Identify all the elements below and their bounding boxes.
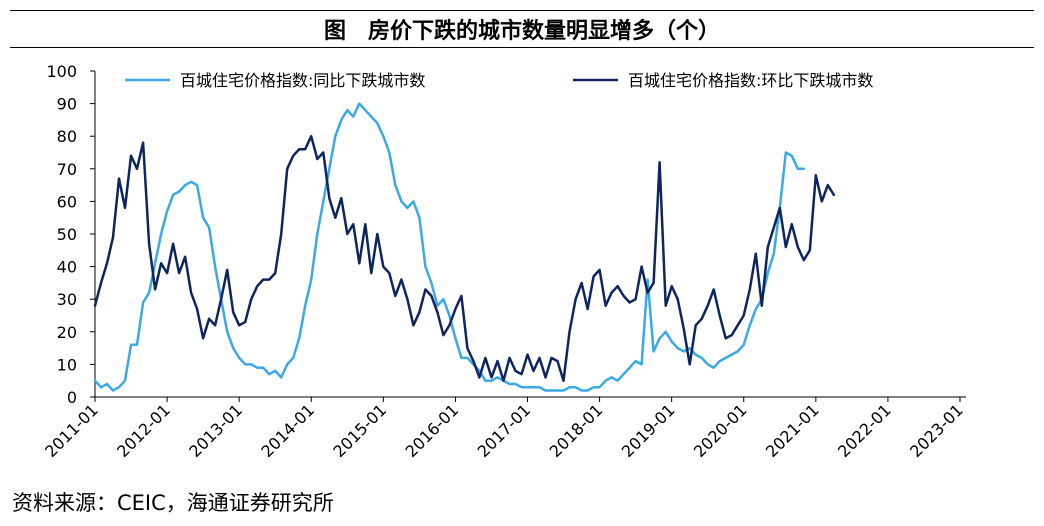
x-tick-label: 2021-01 (762, 400, 823, 461)
series-line-1 (93, 102, 806, 392)
y-tick-label: 90 (57, 95, 77, 114)
y-tick-label: 0 (67, 388, 77, 407)
x-tick-label: 2013-01 (185, 400, 246, 461)
y-tick-label: 30 (57, 290, 77, 309)
x-tick-label: 2017-01 (474, 400, 535, 461)
y-tick-label: 50 (57, 225, 77, 244)
x-tick-label: 2014-01 (257, 400, 318, 461)
x-tick-label: 2022-01 (834, 400, 895, 461)
y-tick-label: 10 (57, 355, 77, 374)
y-tick-label: 60 (57, 192, 77, 211)
x-tick-label: 2018-01 (546, 400, 607, 461)
x-tick-label: 2012-01 (113, 400, 174, 461)
chart-title-bar: 图 房价下跌的城市数量明显增多（个） (10, 10, 1034, 48)
x-tick-label: 2020-01 (690, 400, 751, 461)
x-tick-label: 2015-01 (329, 400, 390, 461)
legend-label-1: 百城住宅价格指数:同比下跌城市数 (180, 71, 425, 90)
y-tick-label: 80 (57, 127, 77, 146)
series-lines (93, 102, 836, 392)
y-tick-label: 70 (57, 160, 77, 179)
series-line-2 (93, 134, 836, 382)
legend: 百城住宅价格指数:同比下跌城市数 百城住宅价格指数:环比下跌城市数 (125, 71, 873, 90)
y-tick-label: 40 (57, 258, 77, 277)
x-tick-label: 2016-01 (402, 400, 463, 461)
x-tick-label: 2023-01 (906, 400, 967, 461)
source-note: 资料来源：CEIC，海通证券研究所 (12, 491, 334, 515)
x-tick-label: 2011-01 (41, 400, 102, 461)
x-axis: 2011-01 2012-01 2013-01 2014-01 2015-01 2016-… (41, 396, 967, 461)
y-axis: 0 10 20 30 40 50 60 70 80 90 100 (46, 62, 96, 407)
x-tick-label: 2019-01 (618, 400, 679, 461)
y-tick-label: 100 (46, 62, 77, 81)
chart-title: 图 房价下跌的城市数量明显增多（个） (323, 19, 720, 44)
legend-label-2: 百城住宅价格指数:环比下跌城市数 (628, 71, 873, 90)
y-tick-label: 20 (57, 323, 77, 342)
